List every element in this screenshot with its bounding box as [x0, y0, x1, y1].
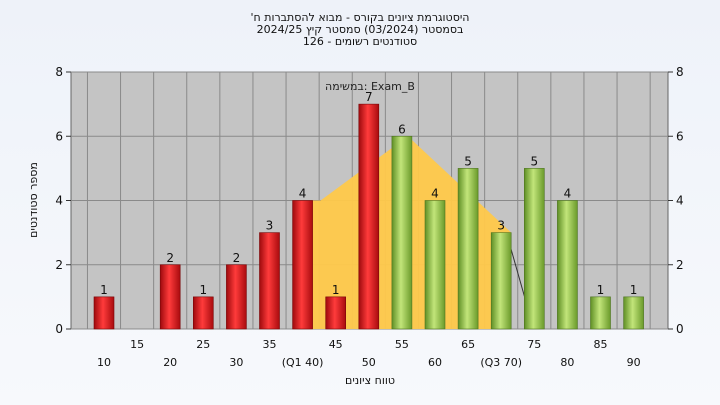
x-tick-label: 25	[196, 338, 210, 351]
y-tick-label-left: 8	[55, 65, 63, 79]
histogram-bar	[292, 200, 313, 330]
bar-value-label: 1	[100, 283, 108, 297]
bar-value-label: 5	[464, 154, 472, 168]
bar-value-label: 5	[530, 154, 538, 168]
x-tick-label: 90	[627, 356, 641, 369]
x-tick-label: 30	[229, 356, 243, 369]
histogram-bar	[93, 296, 115, 330]
y-tick-label-left: 2	[55, 258, 63, 272]
histogram-bar	[457, 168, 479, 330]
chart-title-line2: בסמסטר (03/2024) סמסטר קיץ 2024/25	[256, 23, 464, 36]
x-tick-label: 10	[97, 356, 111, 369]
x-tick-label: 80	[560, 356, 574, 369]
y-tick-label-right: 4	[676, 194, 684, 208]
bar-value-label: 3	[266, 219, 274, 233]
chart-title-line3: סטודנטים רשומים - 126	[302, 35, 418, 48]
y-tick-label-right: 2	[676, 258, 684, 272]
bar-value-label: 2	[233, 251, 241, 265]
histogram-bar	[259, 232, 280, 330]
bar-value-label: 6	[398, 122, 406, 136]
histogram-bar	[159, 264, 181, 330]
histogram-bar	[557, 200, 578, 330]
x-tick-label: 85	[594, 338, 608, 351]
x-tick-label: 60	[428, 356, 442, 369]
x-tick-label: 15	[130, 338, 144, 351]
x-axis-label: טווח ציונים	[345, 374, 395, 387]
bar-value-label: 1	[199, 283, 207, 297]
histogram-bar	[391, 135, 413, 330]
y-tick-label-left: 6	[55, 129, 63, 143]
x-tick-label: (Q1 40)	[282, 356, 324, 369]
bar-value-label: 2	[166, 251, 174, 265]
x-tick-label: 55	[395, 338, 409, 351]
chart-annotation: במשימה: Exam_B	[325, 80, 415, 93]
bar-value-label: 4	[431, 187, 439, 201]
x-tick-label: 20	[163, 356, 177, 369]
histogram-bar	[523, 168, 545, 330]
bar-value-label: 7	[365, 90, 373, 104]
bar-value-label: 3	[497, 219, 505, 233]
y-tick-label-right: 0	[676, 322, 684, 336]
y-axis-label: מספר סטודנטים	[27, 162, 40, 238]
x-tick-label: (Q3 70)	[480, 356, 522, 369]
x-tick-label: 35	[263, 338, 277, 351]
histogram-bar	[424, 200, 446, 330]
histogram-bar	[226, 264, 247, 330]
y-tick-label-left: 4	[55, 194, 63, 208]
y-tick-label-right: 6	[676, 129, 684, 143]
bar-value-label: 1	[332, 283, 340, 297]
histogram-bar	[490, 232, 512, 330]
x-tick-label: 75	[527, 338, 541, 351]
histogram-bar	[325, 296, 347, 330]
x-tick-label: 45	[329, 338, 343, 351]
histogram-bar	[193, 296, 214, 330]
bar-value-label: 4	[299, 187, 307, 201]
histogram-bar	[590, 296, 611, 330]
x-tick-label: 65	[461, 338, 475, 351]
histogram-bar	[623, 296, 644, 330]
bar-value-label: 1	[597, 283, 605, 297]
y-tick-label-right: 8	[676, 65, 684, 79]
chart-title-line1: 'היסטוגרמת ציונים בקורס - מבוא להסתברות …	[250, 11, 470, 24]
quartile-marker-line	[508, 242, 526, 300]
histogram-bar	[358, 103, 380, 330]
bar-value-label: 4	[564, 187, 572, 201]
y-tick-label-left: 0	[55, 322, 63, 336]
x-tick-label: 50	[362, 356, 376, 369]
bar-value-label: 1	[630, 283, 638, 297]
